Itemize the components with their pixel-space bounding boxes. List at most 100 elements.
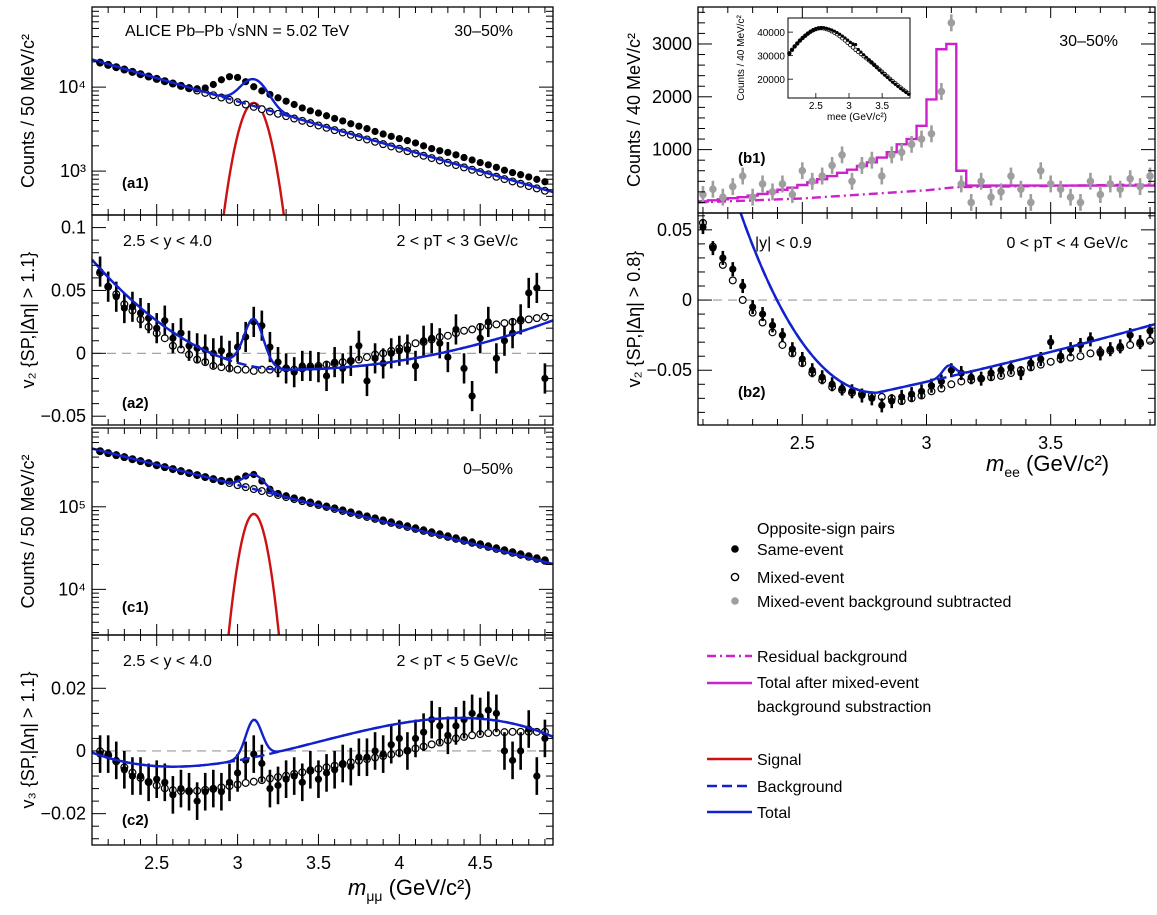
inset-marker-same-event bbox=[867, 58, 871, 62]
marker-mixed-event bbox=[508, 727, 517, 736]
marker-same-event bbox=[120, 304, 128, 312]
marker-same-event bbox=[525, 289, 533, 297]
marker-bkg-subtracted bbox=[758, 180, 767, 188]
panel-annotation: 0 < pT < 4 GeV/c bbox=[1006, 235, 1128, 252]
marker-same-event bbox=[274, 781, 282, 790]
marker-same-event bbox=[209, 80, 217, 89]
total-curve bbox=[92, 447, 553, 566]
y-tick-label: 1000 bbox=[652, 140, 692, 160]
x-tick-label: 2.5 bbox=[790, 433, 815, 453]
x-tick-label: 4.5 bbox=[468, 853, 493, 873]
marker-mixed-event bbox=[241, 365, 250, 374]
marker-same-event bbox=[917, 387, 926, 395]
marker-same-event bbox=[225, 778, 234, 786]
inset-marker-same-event bbox=[856, 47, 860, 52]
panel-annotation: 2 < pT < 5 GeV/c bbox=[396, 653, 518, 670]
marker-mixed-event bbox=[778, 340, 787, 349]
marker-same-event bbox=[858, 391, 866, 400]
marker-same-event bbox=[468, 392, 476, 400]
legend-marker-mixed-event bbox=[730, 572, 740, 582]
marker-same-event bbox=[104, 750, 112, 758]
y-tick-label: 10⁵ bbox=[59, 497, 86, 517]
marker-same-event bbox=[395, 347, 403, 355]
marker-bkg-subtracted bbox=[1136, 182, 1144, 191]
inset-marker-same-event bbox=[838, 32, 842, 36]
marker-same-event bbox=[128, 303, 137, 311]
panel-annotation: 2.5 < y < 4.0 bbox=[123, 233, 212, 250]
marker-same-event bbox=[161, 317, 169, 325]
marker-same-event bbox=[768, 321, 777, 329]
marker-same-event bbox=[444, 148, 452, 157]
marker-same-event bbox=[128, 772, 137, 780]
marker-mixed-event bbox=[728, 276, 737, 285]
total-curve bbox=[92, 716, 553, 768]
marker-bkg-subtracted bbox=[937, 87, 946, 96]
total-curve bbox=[739, 213, 1155, 394]
y-axis-title: v₂ {SP,|Δη| > 0.8} bbox=[624, 251, 644, 388]
marker-mixed-event bbox=[1046, 357, 1055, 366]
panel-annotation: |y| < 0.9 bbox=[755, 235, 812, 252]
marker-same-event bbox=[371, 354, 379, 362]
marker-bkg-subtracted bbox=[1086, 177, 1095, 186]
inset-marker-same-event bbox=[790, 48, 794, 52]
marker-bkg-subtracted bbox=[808, 177, 817, 186]
marker-same-event bbox=[500, 166, 509, 174]
marker-same-event bbox=[739, 282, 747, 290]
marker-same-event bbox=[282, 775, 290, 783]
x-axis-title-right: mee (GeV/c²) bbox=[986, 451, 1109, 480]
inset-marker-same-event bbox=[798, 38, 802, 43]
panel-frame-c2 bbox=[91, 634, 554, 846]
marker-same-event bbox=[347, 120, 355, 128]
marker-same-event bbox=[778, 331, 787, 339]
marker-same-event bbox=[533, 175, 541, 183]
inset-y-tick-label: 20000 bbox=[757, 75, 785, 86]
marker-bkg-subtracted bbox=[987, 193, 995, 201]
marker-same-event bbox=[298, 104, 306, 112]
marker-same-event bbox=[533, 284, 541, 292]
inset-y-tick-label: 40000 bbox=[757, 28, 785, 39]
marker-same-event bbox=[379, 130, 387, 138]
y-tick-label: 2000 bbox=[652, 87, 692, 107]
panel-label: (a2) bbox=[122, 395, 149, 412]
marker-same-event bbox=[868, 394, 876, 402]
marker-same-event bbox=[997, 366, 1005, 374]
marker-same-event bbox=[193, 797, 201, 805]
marker-same-event bbox=[492, 163, 500, 171]
legend-marker-bkg-subtracted bbox=[731, 597, 739, 605]
inset-x-tick-label: 3.5 bbox=[875, 101, 889, 112]
marker-same-event bbox=[217, 76, 226, 84]
marker-same-event bbox=[314, 775, 323, 783]
inset-marker-same-event bbox=[803, 34, 807, 38]
legend-label-residual-background: Residual background bbox=[757, 649, 907, 666]
inset-marker-same-event bbox=[787, 51, 791, 55]
y-tick-label: −0.05 bbox=[646, 360, 692, 380]
marker-mixed-event bbox=[233, 365, 242, 374]
inset-x-tick-label: 3 bbox=[846, 101, 852, 112]
marker-bkg-subtracted bbox=[897, 148, 906, 157]
y-axis-title: Counts / 50 MeV/c² bbox=[18, 34, 38, 188]
marker-bkg-subtracted bbox=[1126, 174, 1134, 183]
marker-same-event bbox=[258, 87, 266, 95]
marker-same-event bbox=[290, 772, 298, 780]
marker-same-event bbox=[525, 173, 533, 181]
marker-same-event bbox=[136, 309, 145, 317]
marker-same-event bbox=[322, 112, 331, 120]
marker-same-event bbox=[484, 318, 492, 326]
marker-mixed-event bbox=[540, 312, 549, 321]
x-tick-label: 3.5 bbox=[1038, 433, 1063, 453]
marker-same-event bbox=[331, 114, 339, 123]
y-tick-label: 0 bbox=[76, 343, 86, 363]
marker-same-event bbox=[476, 158, 484, 167]
marker-same-event bbox=[947, 366, 955, 374]
marker-same-event bbox=[104, 283, 112, 291]
inset-marker-mixed-event bbox=[850, 45, 856, 50]
inset-marker-same-event bbox=[832, 29, 837, 33]
legend-label-total-after-subtraction-line2: background substraction bbox=[757, 699, 931, 716]
legend-label-background: Background bbox=[757, 779, 842, 796]
marker-mixed-event bbox=[947, 380, 956, 389]
marker-same-event bbox=[339, 759, 347, 768]
marker-bkg-subtracted bbox=[877, 172, 886, 180]
marker-same-event bbox=[185, 788, 193, 796]
inset-frame bbox=[787, 17, 911, 99]
